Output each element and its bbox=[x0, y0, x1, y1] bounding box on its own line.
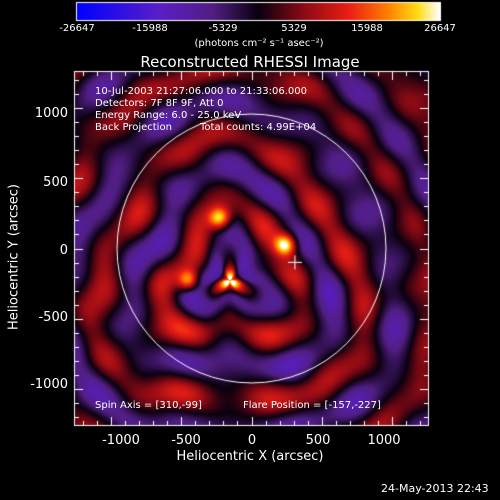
x-tick-label: 500 bbox=[305, 433, 331, 448]
colorbar-tick: 15988 bbox=[351, 23, 383, 34]
colorbar-tick: -5329 bbox=[208, 23, 238, 34]
colorbar-tick: 5329 bbox=[281, 23, 307, 34]
x-axis-label: Heliocentric X (arcsec) bbox=[176, 449, 324, 464]
time-range-annotation: 10-Jul-2003 21:27:06.000 to 21:33:06.000 bbox=[95, 86, 307, 97]
y-axis-label: Heliocentric Y (arcsec) bbox=[6, 184, 22, 330]
x-tick-label: 0 bbox=[247, 433, 257, 448]
colorbar-tick: 26647 bbox=[424, 23, 456, 34]
chart-title: Reconstructed RHESSI Image bbox=[140, 53, 360, 71]
y-tick-label: 500 bbox=[43, 175, 68, 190]
flare-position-annotation: Flare Position = [-157,-227] bbox=[243, 400, 381, 411]
colorbar-unit-label: (photons cm⁻² s⁻¹ asec⁻²) bbox=[194, 38, 324, 49]
y-tick-label: 0 bbox=[59, 243, 68, 258]
y-tick-label: -500 bbox=[38, 310, 68, 325]
y-tick-label: -1000 bbox=[30, 377, 68, 392]
spin-axis-annotation: Spin Axis = [310,-99] bbox=[95, 400, 202, 411]
colorbar-tick: -26647 bbox=[59, 23, 95, 34]
x-tick-label: 1000 bbox=[367, 433, 401, 448]
x-tick-label: -1000 bbox=[102, 433, 140, 448]
energy-range-annotation: Energy Range: 6.0 - 25.0 keV bbox=[95, 110, 242, 121]
colorbar-tick: -15988 bbox=[132, 23, 168, 34]
detectors-annotation: Detectors: 7F 8F 9F, Att 0 bbox=[95, 98, 224, 109]
total-counts-annotation: Total counts: 4.99E+04 bbox=[200, 122, 317, 133]
footer-timestamp: 24-May-2013 22:43 bbox=[381, 482, 489, 495]
x-tick-label: -500 bbox=[171, 433, 201, 448]
y-tick-label: 1000 bbox=[34, 106, 68, 121]
method-annotation: Back Projection bbox=[95, 122, 172, 133]
